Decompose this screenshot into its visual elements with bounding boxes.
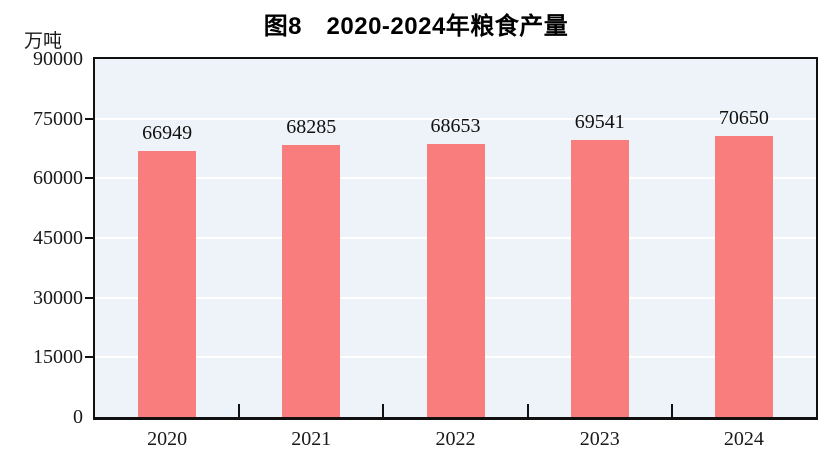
y-axis-tick xyxy=(85,296,94,299)
x-axis-tick xyxy=(382,404,385,417)
x-axis-tick xyxy=(238,404,241,417)
bar-2020 xyxy=(138,150,197,417)
bar-value-label: 68285 xyxy=(286,116,337,139)
y-axis-tick xyxy=(85,117,94,120)
chart-title: 图8 2020-2024年粮食产量 xyxy=(263,13,569,40)
bar-value-label: 68653 xyxy=(430,114,481,137)
bar-value-label: 70650 xyxy=(718,106,769,129)
x-tick-label: 2024 xyxy=(723,428,764,450)
bar-2024 xyxy=(714,135,773,417)
y-axis-tick xyxy=(85,237,94,239)
x-tick-label: 2020 xyxy=(147,428,188,450)
bar-value-label: 66949 xyxy=(142,121,193,144)
y-tick-label: 15000 xyxy=(33,346,83,369)
y-tick-label: 30000 xyxy=(33,286,83,309)
bar-value-label: 69541 xyxy=(574,111,625,134)
x-axis-tick xyxy=(670,404,673,417)
x-axis-tick xyxy=(526,404,529,417)
x-tick-label: 2022 xyxy=(435,428,476,450)
x-tick-label: 2023 xyxy=(579,428,620,450)
y-tick-label: 75000 xyxy=(33,107,83,130)
gridline xyxy=(95,117,816,120)
y-tick-label: 60000 xyxy=(33,167,83,190)
bar-2022 xyxy=(426,143,485,417)
plot-area: 66949 68285 68653 69541 70650 xyxy=(93,57,818,420)
y-tick-label: 90000 xyxy=(33,48,83,70)
y-axis-tick xyxy=(85,356,94,359)
y-tick-label: 45000 xyxy=(33,227,83,249)
y-axis-tick xyxy=(85,177,94,180)
y-axis-unit-label: 万吨 xyxy=(24,31,63,52)
bar-2023 xyxy=(570,140,629,417)
y-tick-label: 0 xyxy=(73,406,83,428)
bar-2021 xyxy=(282,145,341,417)
x-tick-label: 2021 xyxy=(291,428,332,450)
